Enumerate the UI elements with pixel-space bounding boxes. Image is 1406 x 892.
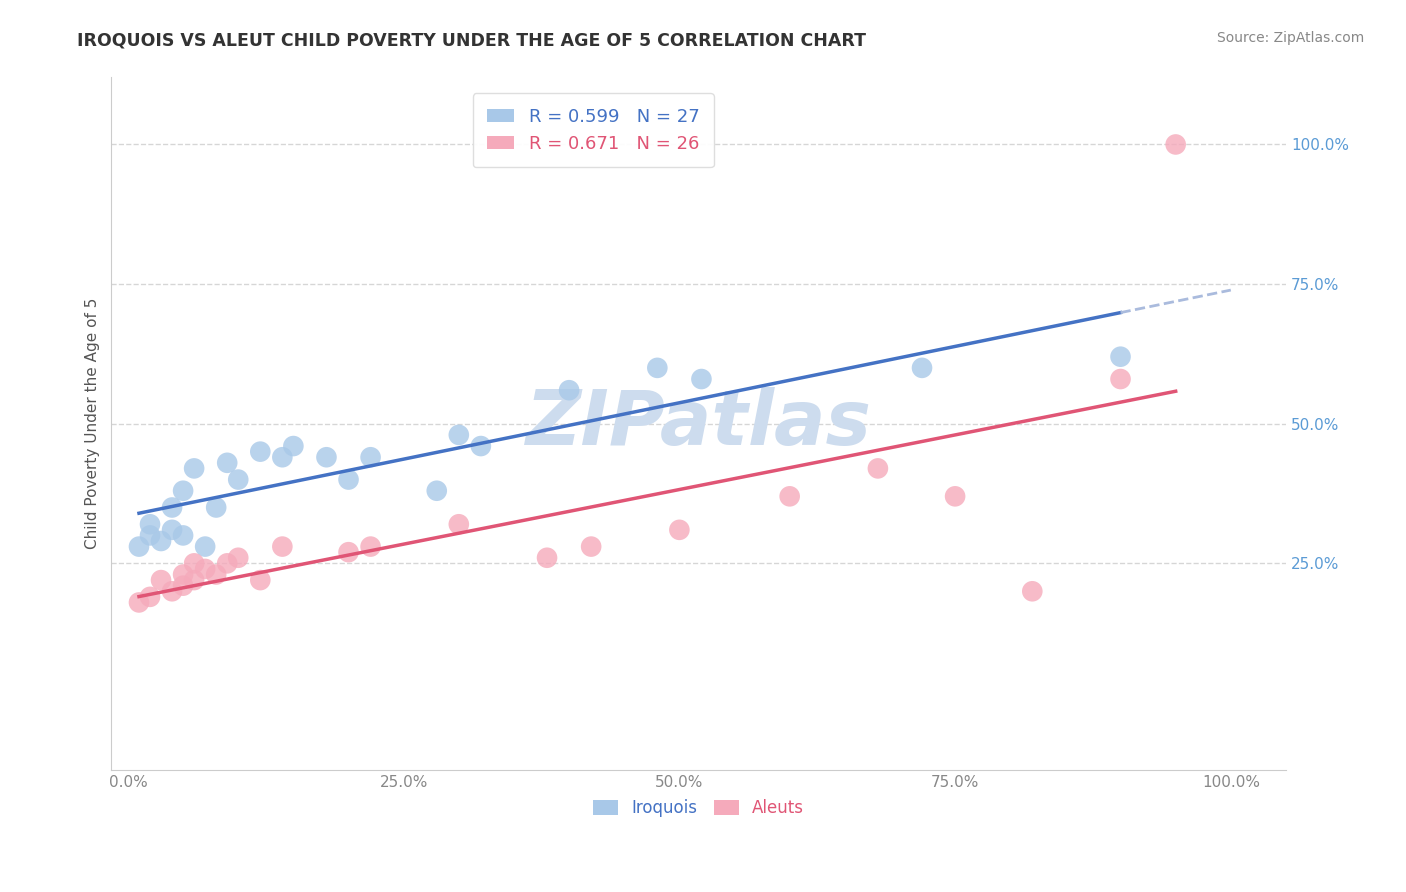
Point bbox=[668, 523, 690, 537]
Point bbox=[160, 523, 183, 537]
Point bbox=[337, 545, 360, 559]
Point bbox=[1164, 137, 1187, 152]
Point bbox=[360, 450, 382, 465]
Point bbox=[1021, 584, 1043, 599]
Legend: Iroquois, Aleuts: Iroquois, Aleuts bbox=[586, 793, 811, 824]
Point bbox=[779, 489, 801, 503]
Point bbox=[911, 360, 934, 375]
Point bbox=[172, 567, 194, 582]
Point bbox=[447, 517, 470, 532]
Y-axis label: Child Poverty Under the Age of 5: Child Poverty Under the Age of 5 bbox=[86, 298, 100, 549]
Point bbox=[360, 540, 382, 554]
Point bbox=[249, 444, 271, 458]
Point bbox=[226, 473, 249, 487]
Point bbox=[128, 540, 150, 554]
Point bbox=[160, 500, 183, 515]
Point bbox=[172, 579, 194, 593]
Point bbox=[271, 450, 294, 465]
Point bbox=[194, 540, 217, 554]
Point bbox=[249, 573, 271, 587]
Point bbox=[160, 584, 183, 599]
Point bbox=[337, 473, 360, 487]
Point bbox=[183, 557, 205, 571]
Point bbox=[426, 483, 449, 498]
Point bbox=[579, 540, 602, 554]
Point bbox=[150, 534, 173, 549]
Point bbox=[172, 528, 194, 542]
Point bbox=[217, 456, 239, 470]
Point bbox=[150, 573, 173, 587]
Point bbox=[447, 428, 470, 442]
Point bbox=[271, 540, 294, 554]
Point bbox=[1109, 372, 1132, 386]
Point bbox=[647, 360, 669, 375]
Point bbox=[139, 590, 162, 604]
Point bbox=[183, 573, 205, 587]
Point bbox=[205, 567, 228, 582]
Point bbox=[205, 500, 228, 515]
Point bbox=[139, 528, 162, 542]
Point bbox=[183, 461, 205, 475]
Point bbox=[558, 383, 581, 397]
Point bbox=[128, 595, 150, 609]
Text: Source: ZipAtlas.com: Source: ZipAtlas.com bbox=[1216, 31, 1364, 45]
Text: ZIPatlas: ZIPatlas bbox=[526, 387, 872, 461]
Point bbox=[1109, 350, 1132, 364]
Point bbox=[194, 562, 217, 576]
Point bbox=[172, 483, 194, 498]
Point bbox=[217, 557, 239, 571]
Text: IROQUOIS VS ALEUT CHILD POVERTY UNDER THE AGE OF 5 CORRELATION CHART: IROQUOIS VS ALEUT CHILD POVERTY UNDER TH… bbox=[77, 31, 866, 49]
Point bbox=[470, 439, 492, 453]
Point bbox=[315, 450, 337, 465]
Point bbox=[283, 439, 305, 453]
Point bbox=[866, 461, 889, 475]
Point bbox=[139, 517, 162, 532]
Point bbox=[943, 489, 966, 503]
Point bbox=[226, 550, 249, 565]
Point bbox=[690, 372, 713, 386]
Point bbox=[536, 550, 558, 565]
